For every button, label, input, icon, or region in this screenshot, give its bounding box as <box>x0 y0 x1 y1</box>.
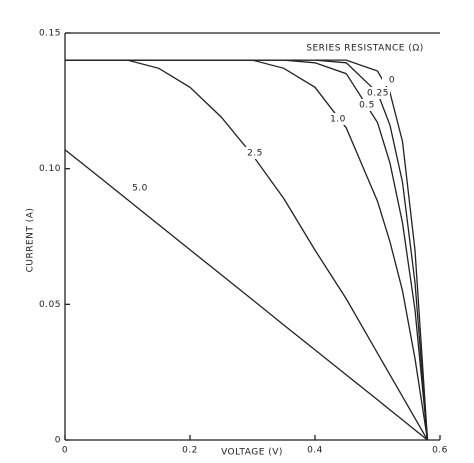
curve-label: 0.25 <box>367 89 389 99</box>
label-bg <box>357 99 379 111</box>
y-tick-label: 0.15 <box>39 29 61 39</box>
curve-label: 5.0 <box>132 184 148 194</box>
legend-title: SERIES RESISTANCE (Ω) <box>306 44 424 54</box>
curve <box>65 59 429 441</box>
curve-label: 0 <box>389 76 395 86</box>
y-tick-label: 0 <box>55 436 61 446</box>
curve-label: 1.0 <box>330 115 346 125</box>
y-tick-label: 0.10 <box>39 164 61 174</box>
x-tick-label: 0.6 <box>432 446 448 456</box>
label-bg <box>368 87 390 99</box>
x-tick-label: 0 <box>62 446 68 456</box>
curve <box>64 149 428 441</box>
curve-label: 2.5 <box>247 149 263 159</box>
y-axis-label: CURRENT (A) <box>26 208 36 273</box>
x-axis-label: VOLTAGE (V) <box>221 448 283 458</box>
label-bg <box>130 182 152 194</box>
label-bg <box>245 147 267 159</box>
curve <box>65 59 429 441</box>
curve <box>65 59 429 441</box>
label-bg <box>328 113 350 125</box>
x-tick-label: 0.4 <box>307 446 323 456</box>
x-tick-label: 0.2 <box>182 446 198 456</box>
curve-label: 0.5 <box>359 101 375 111</box>
y-tick-label: 0.05 <box>39 300 61 310</box>
curve <box>65 59 429 441</box>
curve <box>65 59 429 441</box>
label-bg <box>382 74 404 86</box>
